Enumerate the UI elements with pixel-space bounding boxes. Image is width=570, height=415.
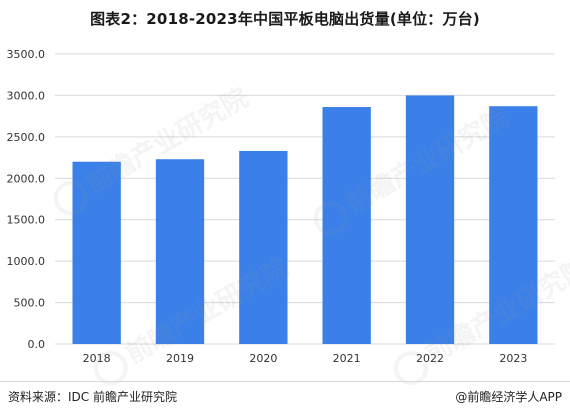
y-tick-label: 2000.0 bbox=[7, 172, 46, 185]
x-tick-label: 2021 bbox=[333, 352, 361, 365]
bar-2023 bbox=[489, 106, 538, 344]
chart-title: 图表2：2018-2023年中国平板电脑出货量(单位：万台) bbox=[90, 10, 480, 28]
bars bbox=[72, 95, 538, 345]
brand-note: @前瞻经济学人APP bbox=[455, 390, 562, 404]
x-axis-ticks: 2018 2019 2020 2021 2022 2023 bbox=[83, 352, 528, 365]
y-tick-label: 1500.0 bbox=[7, 214, 46, 227]
bar-2018 bbox=[72, 161, 121, 344]
y-tick-label: 500.0 bbox=[14, 297, 46, 310]
footer-divider bbox=[0, 381, 570, 382]
source-note: 资料来源：IDC 前瞻产业研究院 bbox=[8, 390, 177, 404]
x-tick-label: 2019 bbox=[166, 352, 194, 365]
y-tick-label: 2500.0 bbox=[7, 131, 46, 144]
bar-chart: 0.0 500.0 1000.0 1500.0 2000.0 2500.0 3000.0 35… bbox=[7, 48, 555, 365]
y-axis-ticks: 0.0 500.0 1000.0 1500.0 2000.0 2500.0 3000.0 35… bbox=[7, 48, 46, 351]
bar-2022 bbox=[405, 95, 455, 344]
x-tick-label: 2022 bbox=[416, 352, 444, 365]
gridlines bbox=[55, 53, 555, 345]
x-tick-label: 2023 bbox=[499, 352, 527, 365]
x-tick-label: 2020 bbox=[249, 352, 277, 365]
bar-2020 bbox=[239, 150, 288, 344]
x-tick-label: 2018 bbox=[83, 352, 111, 365]
bar-2019 bbox=[155, 159, 205, 344]
y-tick-label: 3500.0 bbox=[7, 48, 46, 61]
y-tick-label: 0.0 bbox=[28, 338, 46, 351]
chart-area: 0.0 500.0 1000.0 1500.0 2000.0 2500.0 3000.0 35… bbox=[0, 38, 570, 378]
y-tick-label: 1000.0 bbox=[7, 255, 46, 268]
y-tick-label: 3000.0 bbox=[7, 89, 46, 102]
bar-2021 bbox=[322, 107, 371, 345]
